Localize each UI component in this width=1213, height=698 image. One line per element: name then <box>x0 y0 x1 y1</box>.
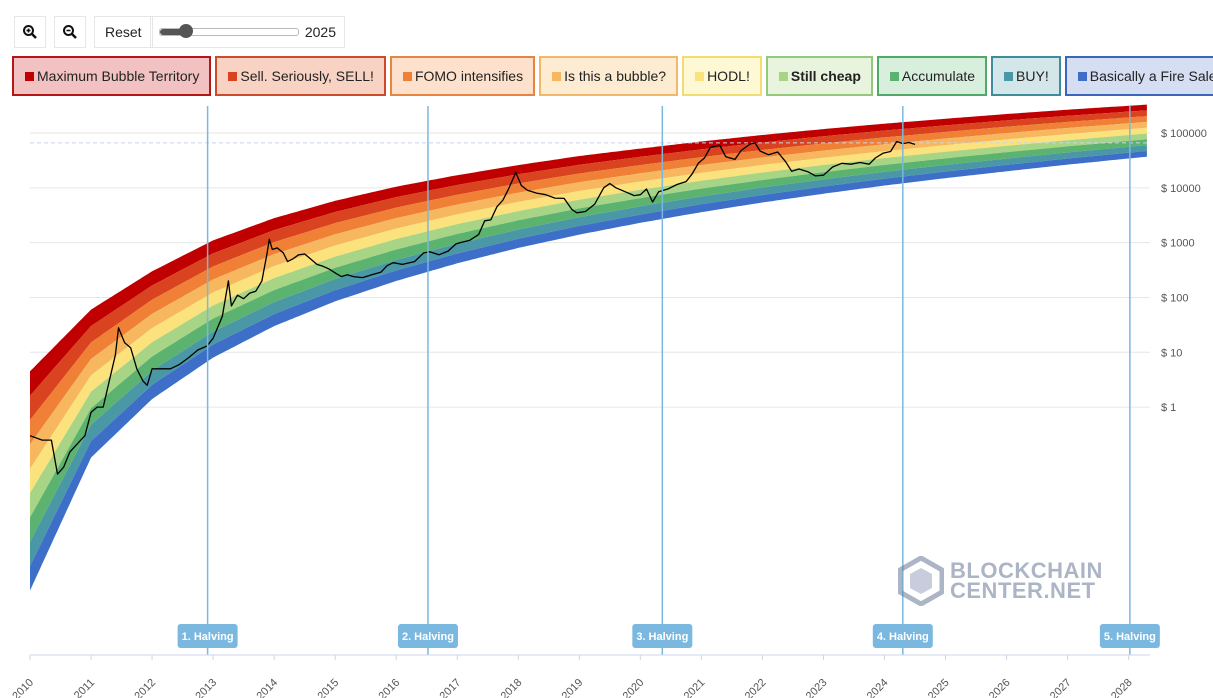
legend-label: Basically a Fire Sale <box>1089 68 1213 84</box>
y-tick-label-1: $ 10 <box>1161 347 1182 359</box>
halving-label-1: 1. Halving <box>182 631 234 643</box>
legend-label: FOMO intensifies <box>414 68 524 84</box>
watermark-line2: CENTER.NET <box>950 578 1096 603</box>
rainbow-band-0 <box>30 104 1147 396</box>
legend-label: HODL! <box>707 68 750 84</box>
legend-swatch <box>552 71 562 81</box>
legend: Maximum Bubble Territory Sell. Seriously,… <box>12 56 1213 96</box>
halving-label-2: 2. Halving <box>402 631 454 643</box>
legend-swatch <box>402 71 412 81</box>
x-tick-label-2: 2012 <box>132 677 158 698</box>
legend-item-2[interactable]: FOMO intensifies <box>389 56 536 96</box>
halving-label-4: 4. Halving <box>877 631 929 643</box>
y-tick-label-3: $ 1000 <box>1161 238 1195 250</box>
halving-label-3: 3. Halving <box>636 631 688 643</box>
x-tick-label-11: 2021 <box>682 677 708 698</box>
y-tick-label-4: $ 10000 <box>1161 183 1201 195</box>
halving-badge-2 <box>397 624 458 648</box>
zoom-in-button[interactable] <box>14 16 46 48</box>
legend-label: Maximum Bubble Territory <box>37 68 200 84</box>
legend-swatch <box>228 71 238 81</box>
legend-item-3[interactable]: Is this a bubble? <box>539 56 679 96</box>
slider-track[interactable] <box>159 24 299 38</box>
legend-label: BUY! <box>1016 68 1049 84</box>
halving-badge-4 <box>872 624 933 648</box>
watermark: BLOCKCHAIN CENTER.NET <box>898 556 1103 606</box>
legend-label: Accumulate <box>901 68 976 84</box>
x-tick-label-15: 2025 <box>926 677 952 698</box>
y-tick-label-5: $ 100000 <box>1161 128 1207 140</box>
x-tick-label-10: 2020 <box>621 677 647 698</box>
legend-label: Is this a bubble? <box>564 68 667 84</box>
x-tick-label-0: 2010 <box>10 677 36 698</box>
slider-fill <box>160 29 187 35</box>
zoom-in-icon <box>23 25 37 39</box>
legend-swatch <box>25 71 34 81</box>
x-tick-label-6: 2016 <box>377 677 403 698</box>
x-tick-label-18: 2028 <box>1109 677 1135 698</box>
legend-swatch <box>1004 71 1014 81</box>
legend-label: Sell. Seriously, SELL! <box>240 68 374 84</box>
reset-button[interactable]: Reset <box>94 16 153 48</box>
watermark-line1: BLOCKCHAIN <box>950 558 1103 583</box>
legend-swatch <box>1077 71 1087 81</box>
legend-swatch <box>695 71 705 81</box>
halving-label-5: 5. Halving <box>1104 631 1156 643</box>
legend-swatch <box>778 71 788 81</box>
legend-swatch <box>889 71 899 81</box>
x-tick-label-17: 2027 <box>1048 677 1074 698</box>
x-tick-label-12: 2022 <box>743 677 769 698</box>
x-tick-label-8: 2018 <box>499 677 525 698</box>
zoom-out-button[interactable] <box>54 16 86 48</box>
x-tick-label-7: 2017 <box>438 677 464 698</box>
rainbow-chart[interactable]: 1. Halving 2. Halving 3. Halving 4. Halving… <box>0 100 1213 698</box>
y-tick-label-0: $ 1 <box>1161 402 1176 414</box>
halving-badge-3 <box>632 624 693 648</box>
x-tick-label-16: 2026 <box>987 677 1013 698</box>
slider-thumb[interactable] <box>179 24 194 38</box>
legend-item-7[interactable]: BUY! <box>991 56 1061 96</box>
btc-price-line <box>29 140 916 475</box>
legend-item-8[interactable]: Basically a Fire Sale <box>1064 56 1213 96</box>
x-tick-label-14: 2024 <box>865 677 891 698</box>
legend-item-4[interactable]: HODL! <box>682 56 762 96</box>
x-tick-label-4: 2014 <box>254 677 280 698</box>
legend-item-6[interactable]: Accumulate <box>876 56 988 96</box>
blockchain-center-logo-icon <box>898 556 944 606</box>
legend-item-1[interactable]: Sell. Seriously, SELL! <box>215 56 386 96</box>
halving-badge-1 <box>177 624 238 648</box>
legend-item-5[interactable]: Still cheap <box>765 56 873 96</box>
x-tick-label-13: 2023 <box>804 677 830 698</box>
legend-item-0[interactable]: Maximum Bubble Territory <box>12 56 212 96</box>
slider-value: 2025 <box>304 24 336 40</box>
x-tick-label-5: 2015 <box>316 677 342 698</box>
halving-badge-5 <box>1099 624 1160 648</box>
legend-label: Still cheap <box>790 68 861 84</box>
x-tick-label-1: 2011 <box>72 677 97 698</box>
x-tick-label-3: 2013 <box>193 677 219 698</box>
zoom-out-icon <box>63 25 77 39</box>
x-tick-label-9: 2019 <box>560 677 586 698</box>
y-tick-label-2: $ 100 <box>1161 292 1189 304</box>
year-slider[interactable]: 2025 <box>150 16 345 48</box>
